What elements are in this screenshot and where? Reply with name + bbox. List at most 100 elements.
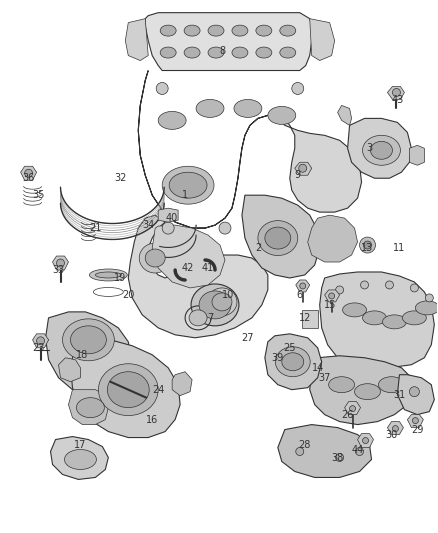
Polygon shape	[158, 208, 178, 222]
Ellipse shape	[363, 135, 400, 165]
Ellipse shape	[300, 283, 306, 289]
Ellipse shape	[265, 227, 291, 249]
Ellipse shape	[410, 386, 419, 397]
Polygon shape	[345, 402, 360, 415]
Text: 13: 13	[361, 243, 374, 253]
Ellipse shape	[364, 241, 371, 249]
Ellipse shape	[37, 337, 45, 345]
Ellipse shape	[256, 25, 272, 36]
Ellipse shape	[343, 303, 367, 317]
Polygon shape	[388, 86, 404, 100]
Text: 44: 44	[351, 445, 364, 455]
Polygon shape	[308, 215, 357, 262]
Ellipse shape	[378, 377, 404, 393]
Polygon shape	[68, 390, 108, 425]
Text: 38: 38	[332, 453, 344, 463]
Text: 16: 16	[146, 415, 159, 425]
Text: 21: 21	[89, 223, 102, 233]
Ellipse shape	[232, 25, 248, 36]
Ellipse shape	[145, 249, 165, 267]
Polygon shape	[172, 372, 192, 395]
Ellipse shape	[196, 100, 224, 117]
Ellipse shape	[107, 372, 149, 408]
Ellipse shape	[328, 377, 355, 393]
Polygon shape	[32, 334, 49, 348]
Polygon shape	[397, 375, 434, 415]
Text: 10: 10	[222, 290, 234, 300]
Text: 3: 3	[367, 143, 373, 154]
Ellipse shape	[189, 310, 207, 326]
Ellipse shape	[363, 438, 368, 443]
Ellipse shape	[256, 47, 272, 58]
Ellipse shape	[360, 281, 368, 289]
Text: 31: 31	[393, 390, 406, 400]
Ellipse shape	[360, 237, 375, 253]
Text: 25: 25	[283, 343, 296, 353]
Ellipse shape	[156, 83, 168, 94]
Ellipse shape	[415, 301, 438, 315]
Polygon shape	[265, 334, 321, 390]
Ellipse shape	[169, 172, 207, 198]
Polygon shape	[295, 162, 312, 175]
Text: 34: 34	[142, 220, 154, 230]
Text: 36: 36	[22, 173, 35, 183]
Polygon shape	[407, 415, 424, 427]
Text: 9: 9	[295, 170, 301, 180]
Text: 18: 18	[76, 350, 88, 360]
Polygon shape	[302, 310, 318, 328]
Polygon shape	[348, 118, 411, 178]
Text: 1: 1	[182, 190, 188, 200]
Ellipse shape	[413, 417, 418, 424]
Text: 23: 23	[32, 343, 45, 353]
Polygon shape	[50, 437, 108, 480]
Text: 43: 43	[391, 95, 403, 106]
Ellipse shape	[296, 448, 304, 456]
Ellipse shape	[356, 448, 364, 456]
Ellipse shape	[282, 353, 304, 371]
Text: 33: 33	[53, 265, 65, 275]
Text: 15: 15	[323, 300, 336, 310]
Text: 30: 30	[385, 430, 398, 440]
Ellipse shape	[64, 449, 96, 470]
Polygon shape	[310, 19, 335, 61]
Ellipse shape	[385, 281, 393, 289]
Ellipse shape	[299, 164, 307, 172]
Text: 17: 17	[74, 440, 87, 449]
Ellipse shape	[292, 83, 304, 94]
Polygon shape	[242, 195, 320, 278]
Ellipse shape	[208, 47, 224, 58]
Ellipse shape	[25, 169, 32, 177]
Ellipse shape	[382, 315, 406, 329]
Polygon shape	[125, 19, 148, 61]
Text: 20: 20	[122, 290, 134, 300]
Ellipse shape	[363, 311, 386, 325]
Text: 32: 32	[114, 173, 127, 183]
Polygon shape	[46, 312, 132, 398]
Text: 35: 35	[32, 190, 45, 200]
Ellipse shape	[89, 269, 127, 281]
Polygon shape	[410, 146, 424, 165]
Ellipse shape	[95, 272, 121, 278]
Polygon shape	[320, 272, 434, 368]
Ellipse shape	[280, 47, 296, 58]
Polygon shape	[53, 256, 68, 270]
Text: 7: 7	[207, 313, 213, 323]
Text: 12: 12	[299, 313, 311, 323]
Text: 27: 27	[242, 333, 254, 343]
Polygon shape	[278, 425, 371, 478]
Text: 14: 14	[311, 363, 324, 373]
Polygon shape	[59, 358, 81, 382]
Polygon shape	[357, 433, 374, 448]
Text: 39: 39	[272, 353, 284, 363]
Ellipse shape	[212, 293, 232, 311]
Ellipse shape	[219, 222, 231, 234]
Ellipse shape	[208, 25, 224, 36]
Polygon shape	[310, 356, 414, 425]
Text: 42: 42	[182, 263, 194, 273]
Ellipse shape	[234, 100, 262, 117]
Ellipse shape	[139, 243, 171, 273]
Ellipse shape	[162, 166, 214, 204]
Ellipse shape	[99, 364, 158, 416]
Ellipse shape	[71, 326, 106, 354]
Text: 6: 6	[297, 290, 303, 300]
